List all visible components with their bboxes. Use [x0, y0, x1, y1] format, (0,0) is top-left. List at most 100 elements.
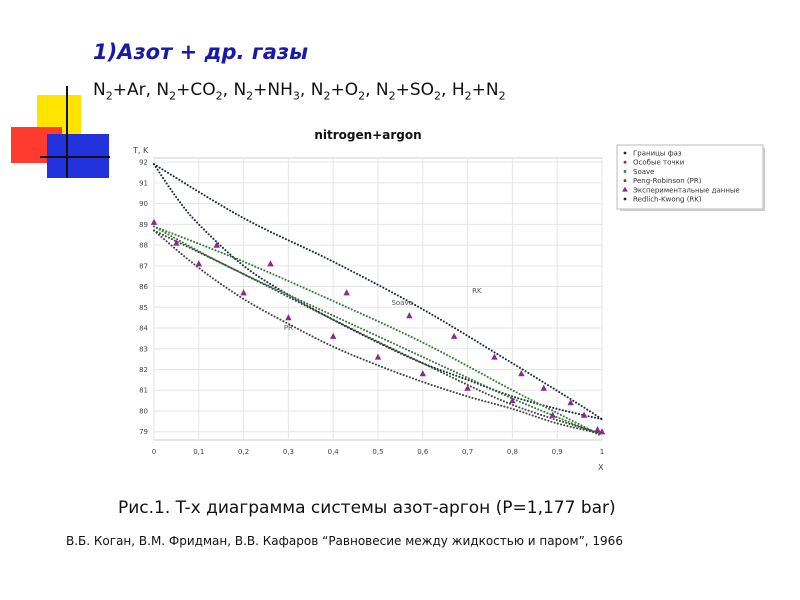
- curve-dot: [205, 230, 208, 233]
- y-tick-label: 91: [139, 179, 148, 187]
- curve-dot: [530, 399, 533, 402]
- curve-dot: [419, 361, 422, 364]
- y-tick-label: 87: [139, 262, 148, 270]
- curve-dot: [502, 400, 505, 403]
- curve-dot: [320, 339, 323, 343]
- curve-dot: [223, 206, 226, 209]
- curve-dot: [263, 279, 266, 282]
- curve-dot: [323, 296, 326, 299]
- curve-dot: [270, 313, 273, 317]
- x-tick-label: 0,1: [193, 448, 204, 456]
- curve-dot: [422, 356, 426, 359]
- curve-dot: [586, 408, 589, 411]
- curve-dot: [359, 312, 362, 315]
- curve-dot: [232, 256, 235, 259]
- curve-dot: [233, 292, 236, 295]
- curve-dot: [413, 337, 416, 340]
- curve-dot: [332, 260, 335, 263]
- curve-dot: [434, 347, 437, 350]
- curve-dot: [548, 406, 552, 409]
- curve-dot: [445, 322, 448, 325]
- curve-dot: [425, 357, 429, 361]
- curve-dot: [338, 302, 341, 306]
- curve-dot: [360, 327, 363, 330]
- curve-dot: [183, 182, 186, 185]
- formula-part: +: [471, 80, 486, 100]
- curve-dot: [314, 252, 317, 255]
- curve-dot: [236, 294, 239, 297]
- curve-dot: [383, 343, 386, 347]
- curve-dot: [196, 242, 199, 245]
- chart-title: nitrogen+argon: [314, 128, 421, 142]
- curve-dot: [443, 372, 446, 375]
- curve-dot: [593, 416, 597, 419]
- curve-dot: [445, 373, 449, 377]
- curve-dot: [190, 246, 193, 249]
- curve-dot: [185, 257, 188, 260]
- curve-dot: [509, 396, 512, 399]
- curve-dot: [189, 185, 192, 188]
- curve-dot: [477, 371, 480, 374]
- curve-dot: [344, 325, 348, 328]
- curve-dot: [186, 184, 189, 187]
- curve-dot: [374, 319, 377, 322]
- curve-dot: [579, 427, 582, 431]
- curve-dot: [509, 407, 512, 410]
- curve-dot: [285, 321, 288, 324]
- curve-dot: [266, 229, 270, 232]
- curve-dot: [574, 412, 577, 415]
- curve-dot: [366, 330, 369, 333]
- curve-dot: [253, 278, 256, 281]
- curve-dot: [289, 296, 292, 299]
- curve-dot: [287, 279, 290, 283]
- curve-dot: [446, 389, 449, 392]
- curve-dot: [485, 346, 488, 349]
- curve-dot: [431, 313, 434, 316]
- curve-dot: [543, 410, 546, 413]
- curve-dot: [428, 312, 431, 315]
- curve-dot: [401, 331, 404, 334]
- series-5: [152, 229, 601, 435]
- curve-dot: [291, 295, 294, 298]
- curve-dot: [434, 368, 437, 371]
- curve-dot: [585, 429, 588, 432]
- curve-dot: [552, 406, 555, 409]
- curve-dot: [504, 385, 507, 388]
- curve-dot: [464, 375, 467, 379]
- curve-dot: [417, 305, 420, 308]
- curve-dot: [356, 356, 359, 359]
- curve-dot: [161, 230, 164, 233]
- curve-dot: [308, 249, 311, 252]
- curve-dot: [209, 197, 212, 200]
- curve-dot: [282, 320, 285, 323]
- curve-dot: [189, 239, 192, 242]
- curve-dot: [577, 413, 580, 416]
- legend-label: Границы фаз: [633, 150, 682, 158]
- curve-dot: [175, 248, 178, 251]
- curve-dot: [440, 387, 443, 390]
- curve-dot: [320, 294, 323, 297]
- curve-dot: [317, 338, 320, 341]
- curve-dot: [454, 358, 457, 361]
- curve-dot: [594, 413, 597, 417]
- curve-dot: [503, 405, 506, 408]
- curve-dot: [152, 225, 156, 228]
- curve-dot: [464, 378, 467, 381]
- curve-dot: [262, 283, 265, 286]
- curve-dot: [509, 388, 512, 391]
- curve-dot: [264, 283, 267, 286]
- curve-dot: [490, 349, 493, 352]
- curve-dot: [193, 263, 196, 266]
- separator: ,: [145, 80, 157, 100]
- curve-dot: [443, 388, 446, 391]
- curve-dot: [180, 253, 183, 256]
- curve-dot: [284, 238, 287, 241]
- curve-dot: [588, 430, 592, 433]
- curve-dot: [241, 264, 244, 267]
- curve-dot: [171, 232, 174, 235]
- curve-dot: [240, 215, 243, 219]
- curve-dot: [410, 351, 414, 354]
- curve-dot: [508, 402, 512, 405]
- curve-dot: [245, 261, 248, 264]
- curve-dot: [302, 330, 305, 334]
